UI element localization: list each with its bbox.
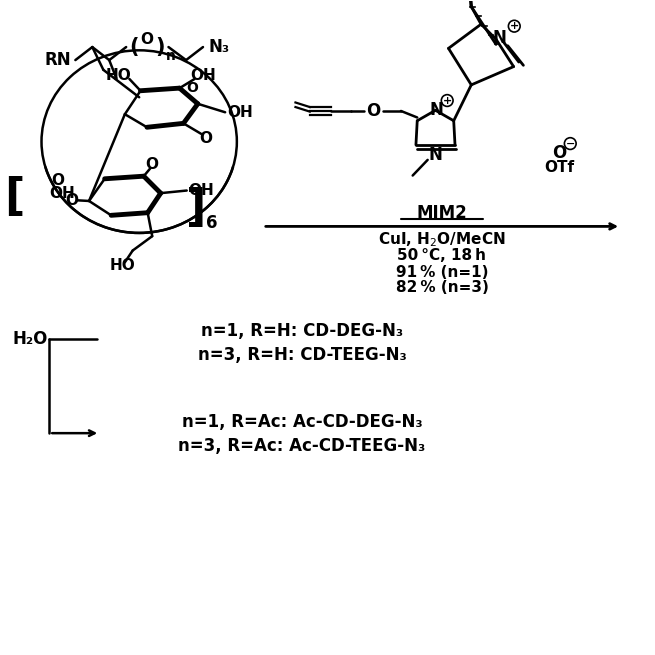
Text: RN: RN (45, 51, 71, 69)
Text: O: O (141, 31, 153, 47)
Text: O: O (552, 143, 567, 162)
Text: H₂O: H₂O (12, 330, 47, 348)
Text: HO: HO (105, 67, 131, 83)
Text: 6: 6 (206, 214, 218, 232)
Text: O: O (187, 81, 198, 95)
Text: MIM2: MIM2 (417, 204, 468, 222)
Text: ]: ] (186, 187, 207, 231)
Text: [: [ (4, 176, 24, 219)
Text: CuI, H$_2$O/MeCN: CuI, H$_2$O/MeCN (378, 230, 506, 249)
Text: OTf: OTf (544, 160, 574, 175)
Text: +: + (510, 21, 519, 31)
Text: 91 % (n=1): 91 % (n=1) (396, 265, 488, 280)
Text: O: O (199, 131, 212, 146)
Text: n=3, R=Ac: Ac-CD-TEEG-N₃: n=3, R=Ac: Ac-CD-TEEG-N₃ (178, 437, 426, 455)
Text: O: O (367, 102, 381, 120)
Text: N: N (428, 145, 442, 164)
Text: N: N (429, 101, 443, 119)
Text: N₃: N₃ (208, 38, 229, 56)
Text: 82 % (n=3): 82 % (n=3) (396, 280, 489, 295)
Text: ): ) (155, 37, 165, 57)
Text: −: − (565, 139, 575, 149)
Text: O: O (51, 174, 64, 188)
Text: O: O (145, 157, 159, 172)
Text: +: + (443, 96, 452, 105)
Text: OH: OH (227, 105, 253, 120)
Text: OH: OH (188, 183, 214, 198)
Text: (: ( (129, 37, 139, 57)
Text: 50 °C, 18 h: 50 °C, 18 h (398, 248, 487, 263)
Text: n=1, R=H: CD-DEG-N₃: n=1, R=H: CD-DEG-N₃ (201, 322, 403, 340)
Text: HO: HO (110, 258, 136, 273)
Text: n=1, R=Ac: Ac-CD-DEG-N₃: n=1, R=Ac: Ac-CD-DEG-N₃ (181, 413, 422, 431)
Text: OH: OH (49, 186, 75, 201)
Text: n: n (166, 49, 176, 63)
Text: N: N (493, 29, 506, 47)
Text: OH: OH (190, 67, 216, 83)
Text: n=3, R=H: CD-TEEG-N₃: n=3, R=H: CD-TEEG-N₃ (198, 346, 406, 364)
Text: O: O (66, 193, 79, 208)
